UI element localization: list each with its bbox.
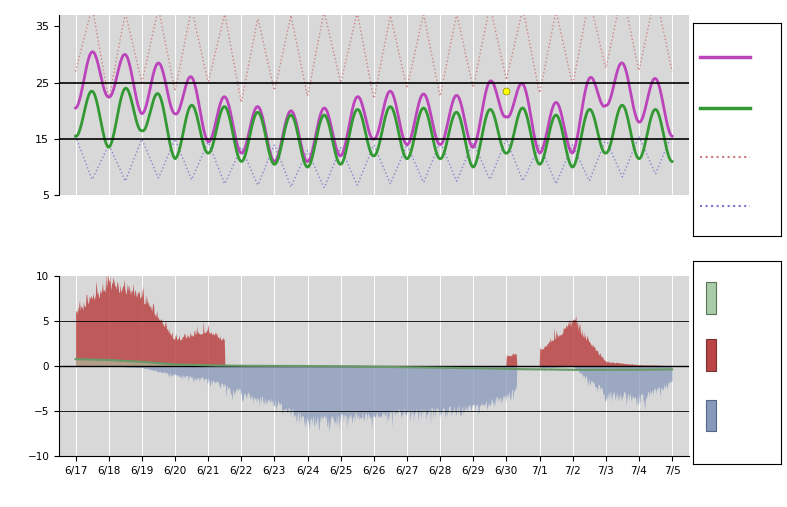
Bar (706, 400, 716, 431)
Bar (706, 339, 716, 371)
Bar (706, 282, 716, 314)
